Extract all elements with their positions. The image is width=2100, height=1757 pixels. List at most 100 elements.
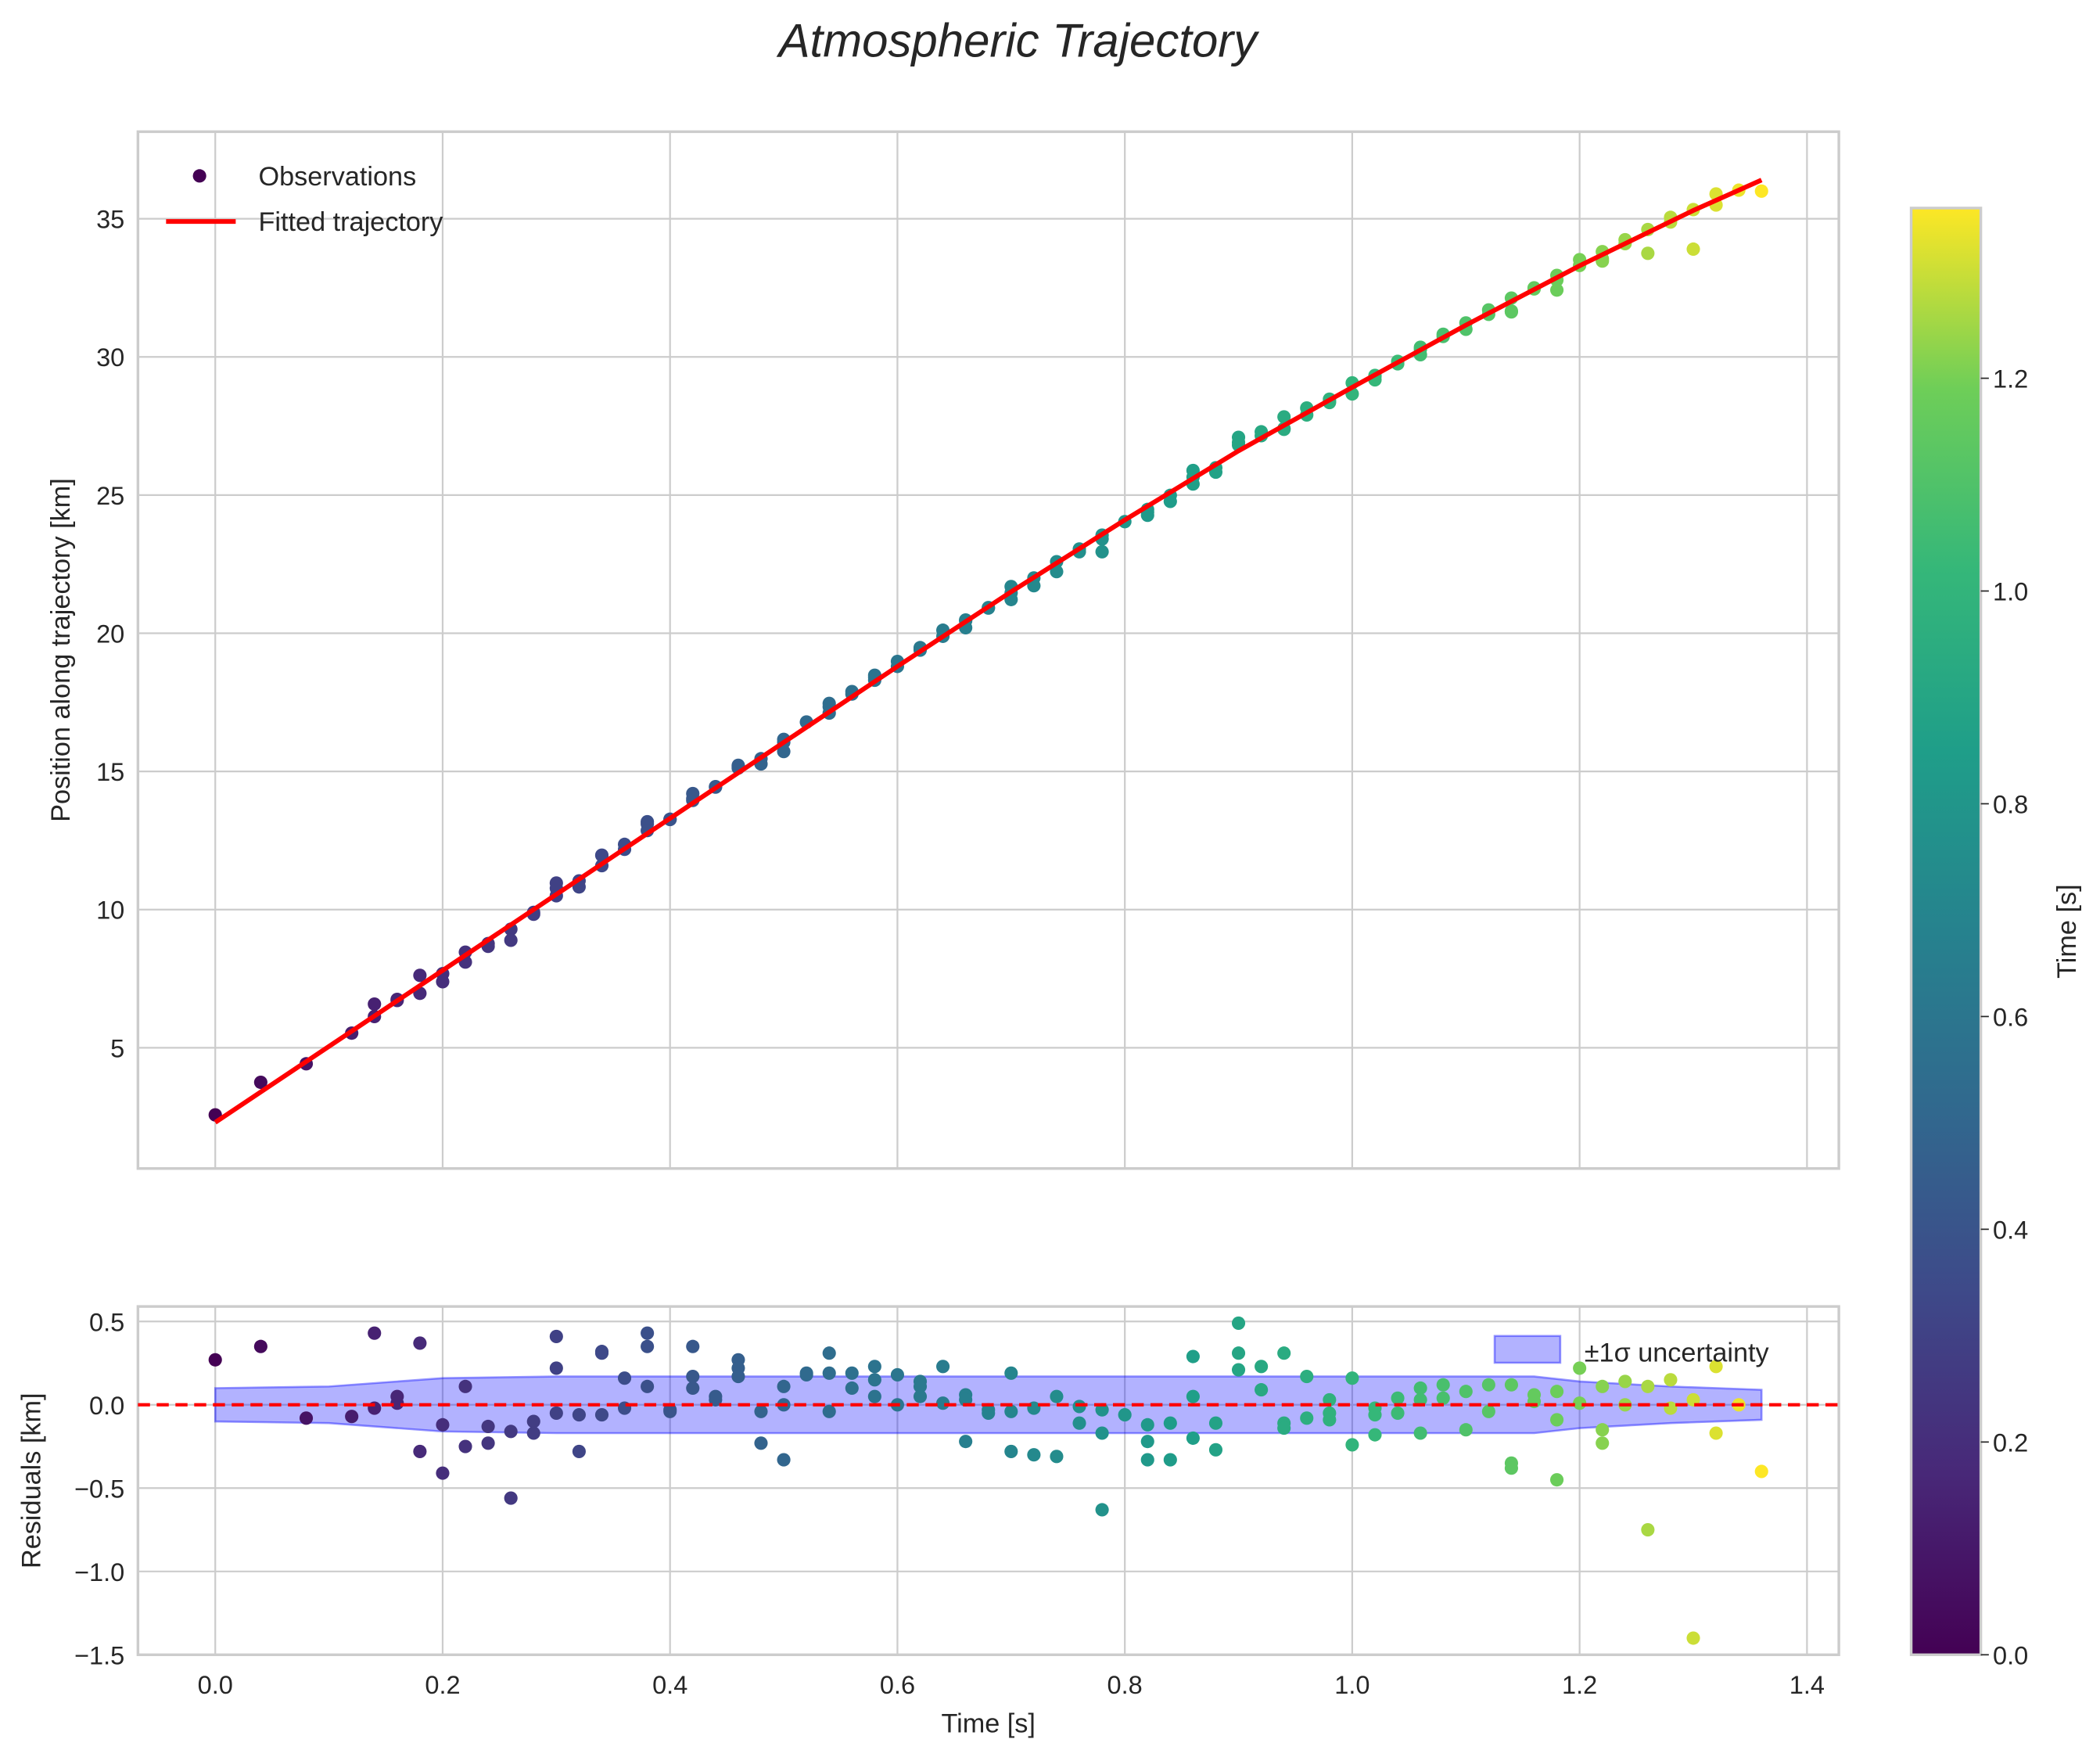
residual-point <box>299 1411 314 1425</box>
residual-point <box>1050 1389 1064 1403</box>
residual-point <box>845 1366 859 1380</box>
residual-point <box>982 1406 996 1420</box>
bottom-x-tick-label: 0.8 <box>1107 1671 1143 1699</box>
bottom-y-axis-label: Residuals [km] <box>16 1392 46 1568</box>
top-y-tick-label: 10 <box>96 896 124 925</box>
residual-point <box>549 1329 563 1344</box>
residual-point <box>1277 1346 1291 1360</box>
residual-point <box>1573 1396 1587 1410</box>
residual-point <box>617 1371 632 1385</box>
residual-point <box>1255 1383 1269 1397</box>
residual-point <box>526 1426 540 1440</box>
residual-point <box>1095 1426 1109 1440</box>
residual-point <box>1686 1631 1700 1645</box>
observation-point <box>504 933 518 947</box>
bottom-y-tick-label: 0.0 <box>89 1392 124 1420</box>
observation-point <box>368 997 382 1011</box>
x-axis-label: Time [s] <box>941 1709 1035 1739</box>
residual-point <box>504 1425 518 1439</box>
colorbar-gradient <box>1909 207 1983 1657</box>
residual-point <box>754 1404 768 1418</box>
bottom-y-tick-label: −0.5 <box>74 1475 124 1503</box>
residual-point <box>1118 1408 1132 1422</box>
residual-point <box>1050 1450 1064 1464</box>
residual-point <box>436 1417 450 1432</box>
colorbar-tick-label: 0.8 <box>1993 790 2028 818</box>
legend-observations-marker <box>192 169 206 183</box>
residual-point <box>1709 1360 1723 1374</box>
observation-point <box>253 1075 267 1090</box>
residual-point <box>1459 1385 1473 1399</box>
bottom-legend: ±1σ uncertainty <box>1493 1335 1770 1367</box>
top-y-axis-label: Position along trajectory [km] <box>46 478 76 822</box>
residual-point <box>754 1436 768 1450</box>
observation-point <box>1095 544 1109 559</box>
residual-point <box>1004 1366 1018 1380</box>
residual-point <box>1436 1378 1450 1392</box>
residual-point <box>1391 1391 1405 1405</box>
residual-point <box>458 1379 472 1393</box>
top-y-tick-label: 15 <box>96 758 124 786</box>
residual-point <box>1504 1461 1518 1475</box>
residual-point <box>368 1326 382 1340</box>
residual-point <box>1004 1444 1018 1458</box>
residual-point <box>686 1370 700 1384</box>
residual-point <box>777 1453 791 1467</box>
colorbar-tick-label: 0.6 <box>1993 1003 2028 1031</box>
residual-point <box>1345 1438 1359 1452</box>
residual-point <box>1641 1522 1655 1537</box>
residual-point <box>1208 1443 1223 1457</box>
fitted-trajectory-line <box>214 178 1763 1125</box>
residual-point <box>413 1444 427 1458</box>
observation-point <box>594 848 609 863</box>
bottom-y-tick-label: 0.5 <box>89 1308 124 1336</box>
residual-point <box>867 1373 881 1387</box>
bottom-y-tick-label: −1.5 <box>74 1641 124 1669</box>
residual-point <box>1186 1431 1200 1445</box>
residual-point <box>1618 1374 1632 1389</box>
residual-point <box>913 1379 928 1393</box>
residual-point <box>572 1408 586 1422</box>
residual-point <box>1709 1426 1723 1440</box>
residual-point <box>1208 1416 1223 1430</box>
residual-point <box>1481 1404 1495 1418</box>
residual-point <box>1231 1363 1246 1377</box>
residual-point <box>1095 1503 1109 1517</box>
bottom-x-tick-label: 1.4 <box>1789 1671 1825 1699</box>
residual-point <box>481 1436 495 1450</box>
residual-point <box>641 1339 655 1353</box>
residual-point <box>913 1389 928 1403</box>
residual-point <box>845 1381 859 1396</box>
residual-point <box>1596 1436 1610 1450</box>
residual-point <box>572 1444 586 1458</box>
residual-point <box>1140 1453 1154 1467</box>
residual-point <box>867 1389 881 1403</box>
bottom-x-tick-label: 0.0 <box>198 1671 233 1699</box>
residual-point <box>1186 1389 1200 1403</box>
residuals-axes: 0.0 0.2 0.4 0.6 0.8 1.0 1.2 1.4 0.5 0.0 −0.5 −1.0 −1… <box>16 1305 1840 1739</box>
residual-point <box>799 1367 813 1382</box>
bottom-x-tick-label: 1.2 <box>1562 1671 1597 1699</box>
residual-point <box>1368 1428 1382 1442</box>
residual-point <box>208 1353 222 1367</box>
residual-point <box>1596 1423 1610 1437</box>
top-y-tick-label: 35 <box>96 206 124 234</box>
residual-point <box>1368 1408 1382 1422</box>
residual-point <box>936 1360 950 1374</box>
residual-point <box>686 1339 700 1353</box>
residual-point <box>1504 1378 1518 1392</box>
residual-point <box>253 1339 267 1353</box>
residual-point <box>777 1379 791 1393</box>
legend-band-patch <box>1493 1335 1562 1364</box>
colorbar-tick-label: 0.0 <box>1993 1641 2028 1669</box>
residual-point <box>1300 1370 1314 1384</box>
legend-fit-label: Fitted trajectory <box>258 207 443 237</box>
residual-point <box>1027 1448 1041 1462</box>
residual-point <box>1140 1435 1154 1449</box>
residual-point <box>822 1346 836 1360</box>
residual-point <box>436 1466 450 1480</box>
colorbar-tick-label: 0.2 <box>1993 1428 2028 1457</box>
residual-point <box>1255 1360 1269 1374</box>
residual-point <box>1163 1453 1177 1467</box>
residual-point <box>1550 1413 1564 1427</box>
